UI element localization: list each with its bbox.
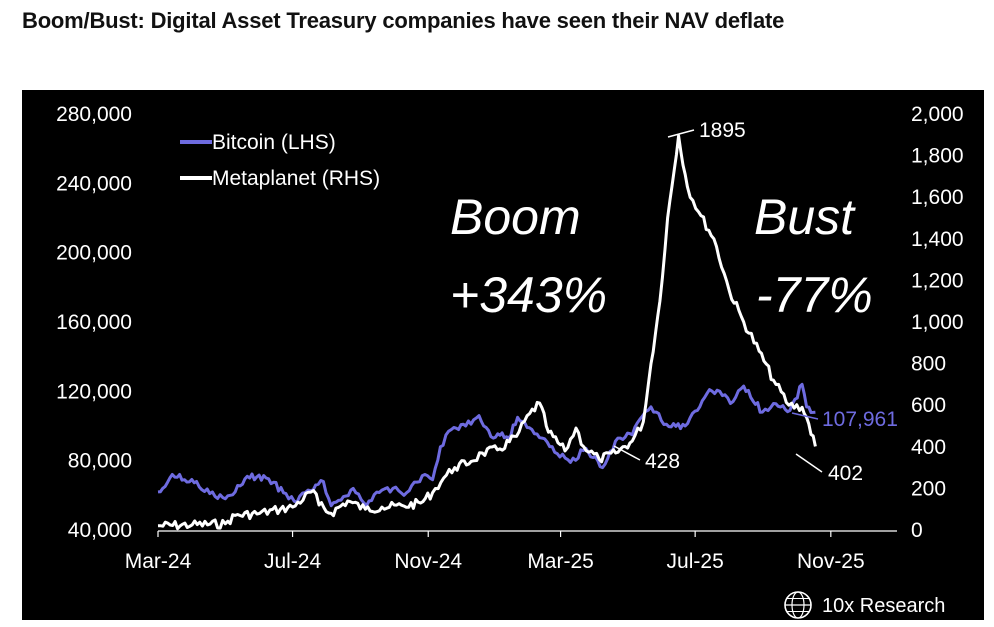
legend: Bitcoin (LHS) Metaplanet (RHS)	[180, 131, 380, 190]
y-right-tick-label: 0	[911, 519, 923, 542]
chart-svg: 40,000 80,000 120,000 160,000 200,000 240,000…	[56, 103, 964, 619]
globe-icon	[784, 591, 812, 619]
x-tick-label: Nov-25	[797, 550, 865, 573]
y-right-axis: 0 200 400 600 800 1,000 1,200 1,400 1,600 1,800 2,…	[911, 103, 964, 542]
page-title: Boom/Bust: Digital Asset Treasury compan…	[22, 8, 785, 33]
series-line-bitcoin	[157, 382, 816, 508]
annotations: Boom +343% Bust -77% 1895 428 107,961 40…	[450, 119, 898, 485]
brand-text: 10x Research	[822, 595, 945, 617]
y-right-tick-label: 600	[911, 394, 946, 417]
y-left-tick-label: 120,000	[56, 380, 132, 403]
bitcoin-end-leader	[791, 412, 819, 420]
legend-label-bitcoin: Bitcoin (LHS)	[212, 131, 336, 154]
y-right-tick-label: 1,800	[911, 145, 964, 168]
annotation-boom: Boom	[450, 189, 581, 245]
series-line-metaplanet	[157, 134, 817, 531]
x-tick-label: Nov-24	[394, 550, 462, 573]
chart-panel: 40,000 80,000 120,000 160,000 200,000 240,000…	[22, 90, 984, 620]
y-left-tick-label: 160,000	[56, 311, 132, 334]
y-right-tick-label: 1,600	[911, 186, 964, 209]
y-left-tick-label: 40,000	[68, 519, 132, 542]
y-right-tick-label: 1,000	[911, 311, 964, 334]
y-left-tick-label: 240,000	[56, 172, 132, 195]
y-right-tick-label: 2,000	[911, 103, 964, 126]
y-right-tick-label: 200	[911, 477, 946, 500]
annotation-boom-pct: +343%	[450, 267, 607, 323]
y-left-axis: 40,000 80,000 120,000 160,000 200,000 240,000…	[56, 103, 132, 542]
y-right-tick-label: 1,200	[911, 269, 964, 292]
x-axis: Mar-24 Jul-24 Nov-24 Mar-25 Jul-25 Nov-25	[125, 530, 897, 573]
y-right-tick-label: 800	[911, 353, 946, 376]
branding: 10x Research	[784, 591, 945, 619]
bitcoin-end-label: 107,961	[822, 408, 898, 431]
annotation-bust-pct: -77%	[756, 267, 873, 323]
annotation-peak-leader	[667, 129, 695, 138]
series-layer	[157, 134, 817, 531]
y-right-tick-label: 400	[911, 436, 946, 459]
y-left-tick-label: 80,000	[68, 450, 132, 473]
y-right-tick-label: 1,400	[911, 228, 964, 251]
metaplanet-end-leader	[795, 453, 823, 473]
metaplanet-end-label: 402	[828, 462, 863, 485]
legend-label-metaplanet: Metaplanet (RHS)	[212, 167, 380, 190]
annotation-trough-leader	[613, 445, 641, 461]
x-tick-label: Mar-25	[527, 550, 594, 573]
annotation-peak-value: 1895	[699, 119, 746, 142]
x-tick-label: Mar-24	[125, 550, 192, 573]
y-left-tick-label: 200,000	[56, 242, 132, 265]
x-tick-label: Jul-25	[667, 550, 724, 573]
x-tick-label: Jul-24	[264, 550, 322, 573]
annotation-bust: Bust	[754, 189, 856, 245]
y-left-tick-label: 280,000	[56, 103, 132, 126]
annotation-trough-value: 428	[645, 450, 680, 473]
